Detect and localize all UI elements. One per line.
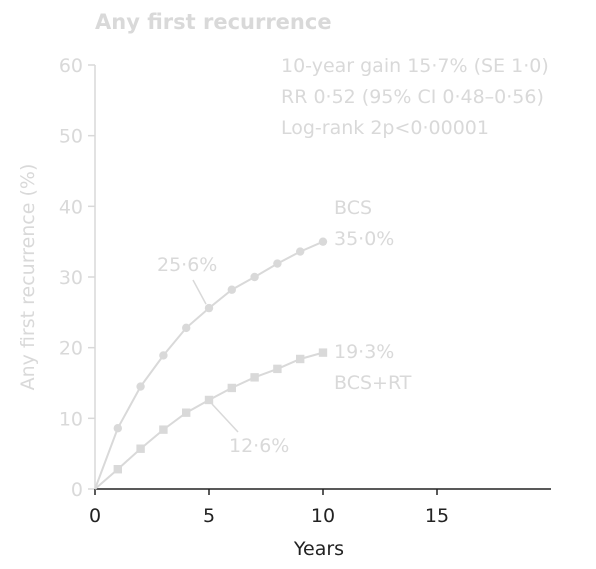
bcs-mid-label: 25·6%	[157, 254, 217, 276]
stat-logrank: Log-rank 2p<0·00001	[281, 117, 489, 139]
bcsrt-leader-line	[211, 403, 239, 433]
y-axis: 0 10 20 30 40 50 60	[59, 55, 96, 501]
stat-rr: RR 0·52 (95% CI 0·48–0·56)	[281, 86, 544, 108]
y-tick-label: 0	[71, 479, 83, 501]
bcs-point	[204, 303, 214, 313]
bcsrt-mid-label: 12·6%	[229, 435, 289, 457]
bcs-series-name: BCS	[334, 197, 372, 219]
bcsrt-series-name: BCS+RT	[334, 372, 412, 394]
bcs-point	[318, 237, 328, 246]
bcs-point	[182, 323, 191, 333]
bcs-point	[136, 382, 145, 391]
bcsrt-point	[227, 383, 236, 393]
bcsrt-point	[204, 395, 214, 405]
series-layer	[94, 237, 328, 490]
y-axis-label: Any first recurrence (%)	[17, 164, 39, 391]
bcsrt-point	[136, 444, 145, 453]
chart-title: Any first recurrence	[95, 10, 332, 34]
x-tick-label: 5	[203, 505, 215, 527]
bcs-point	[296, 247, 305, 256]
bcs-leader-line	[192, 279, 207, 305]
y-tick-label: 10	[59, 408, 83, 430]
y-tick-label: 40	[59, 196, 83, 218]
bcs-end-label: 35·0%	[334, 228, 394, 250]
bcsrt-point	[182, 408, 191, 417]
x-tick-label: 15	[425, 505, 449, 527]
stat-gain: 10-year gain 15·7% (SE 1·0)	[281, 55, 549, 77]
x-axis-label: Years	[293, 538, 344, 560]
bcs-point	[227, 285, 236, 294]
bcsrt-end-label: 19·3%	[334, 341, 394, 363]
bcsrt-line	[94, 351, 324, 490]
y-tick-label: 20	[59, 338, 83, 360]
bcs-point	[159, 351, 168, 360]
x-tick-label: 10	[311, 505, 335, 527]
bcsrt-point	[250, 373, 259, 382]
bcsrt-point	[159, 425, 168, 434]
bcsrt-point	[296, 354, 305, 364]
y-tick-label: 50	[59, 126, 83, 148]
y-tick-label: 30	[59, 267, 83, 289]
bcsrt-point	[273, 364, 282, 374]
bcs-point	[273, 259, 282, 268]
x-axis: 0 5 10 15	[89, 488, 551, 527]
bcs-point	[113, 424, 123, 433]
bcs-point	[250, 272, 259, 282]
x-tick-label: 0	[89, 505, 101, 527]
y-tick-label: 60	[59, 55, 83, 77]
bcsrt-point	[113, 465, 122, 474]
bcsrt-point	[318, 348, 328, 357]
